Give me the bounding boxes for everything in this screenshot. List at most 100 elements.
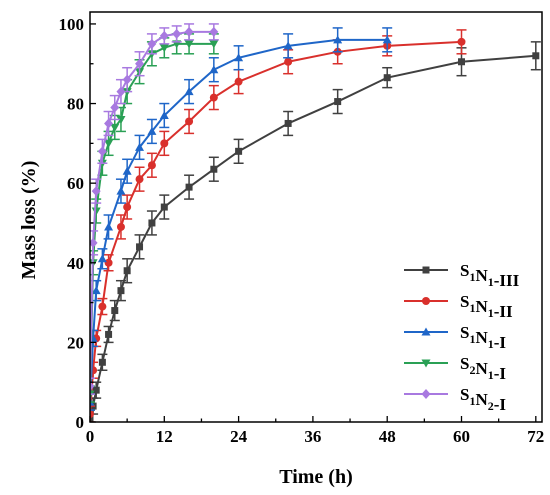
data-point [90,381,95,392]
legend-marker [422,297,430,305]
data-point [116,186,126,195]
legend-item: S2N1-I [404,354,506,383]
data-point [334,98,342,106]
data-point [90,414,94,422]
y-tick-label: 60 [67,174,84,193]
data-point [458,58,466,66]
data-point [91,186,101,197]
x-tick-label: 12 [156,427,173,446]
data-point [184,87,194,96]
data-point [159,44,169,53]
data-point [116,115,126,124]
data-point [117,287,125,295]
data-point [532,52,540,60]
legend-label: S1N1-III [460,261,520,290]
data-point [234,77,243,86]
data-point [235,147,243,155]
data-point [210,165,218,173]
data-point [116,222,125,231]
data-point [123,267,131,275]
data-point [135,58,145,69]
data-point [110,102,120,113]
data-point [97,146,107,157]
data-point [457,37,466,46]
data-point [209,65,219,74]
plot-area [90,23,541,422]
y-tick-label: 20 [67,333,84,352]
data-point [160,203,168,211]
y-tick-label: 100 [59,15,85,34]
data-point [97,254,107,263]
data-point [136,243,144,251]
y-axis-title: Mass loss (%) [18,161,40,280]
y-tick-label: 0 [76,413,85,432]
data-point [148,219,156,227]
error-bar [90,377,95,395]
series-line [90,38,388,403]
data-point [184,40,194,49]
data-point [160,139,169,148]
data-point [185,117,194,126]
data-point [105,330,113,338]
x-tick-label: 60 [453,427,470,446]
data-point [382,35,392,44]
data-point [184,26,194,37]
x-tick-label: 36 [304,427,321,446]
data-point [98,358,106,366]
data-point [147,161,156,170]
data-point [91,207,101,216]
data-point [209,26,219,37]
legend-item: S1N2-I [404,385,506,414]
x-axis-title: Time (h) [279,466,353,488]
x-tick-label: 24 [230,427,248,446]
data-point [90,237,98,248]
data-point [104,222,114,231]
data-point [147,126,157,135]
x-tick-label: 0 [86,427,95,446]
data-point [209,93,218,102]
data-point [284,57,293,66]
legend-label: S2N1-I [460,354,506,383]
x-tick-label: 72 [527,427,544,446]
legend-label: S1N1-I [460,323,506,352]
data-point [122,74,132,85]
legend-marker [422,266,430,274]
data-point [116,86,126,97]
data-point [122,166,132,175]
data-point [111,307,119,315]
axes: 0 12 24 36 48 60 72 0 20 40 60 80 100 [59,11,544,446]
data-point [234,53,244,62]
data-point [123,203,132,212]
data-point [98,302,107,311]
data-point [159,30,169,41]
data-point [104,139,114,148]
legend-item: S1N1-III [404,261,520,290]
error-bar [90,405,95,422]
data-point [283,41,293,50]
data-point [90,410,94,419]
data-point [383,74,391,82]
x-tick-label: 48 [379,427,396,446]
legend-marker [421,327,431,336]
data-point [92,386,100,394]
y-tick-label: 80 [67,95,84,114]
series-S1N1-III [90,41,541,422]
data-point [147,38,157,49]
data-point [104,118,114,129]
data-point [91,286,101,295]
legend-marker [421,359,431,368]
data-point [185,183,193,191]
data-point [159,110,169,119]
data-point [135,175,144,184]
data-point [104,258,113,267]
legend-label: S1N2-I [460,385,506,414]
legend-marker [421,389,431,399]
data-point [209,40,219,49]
data-point [172,28,182,39]
series-line [90,40,462,415]
legend-label: S1N1-II [460,292,513,321]
series-S1N2-I [90,23,219,395]
data-point [135,142,145,151]
